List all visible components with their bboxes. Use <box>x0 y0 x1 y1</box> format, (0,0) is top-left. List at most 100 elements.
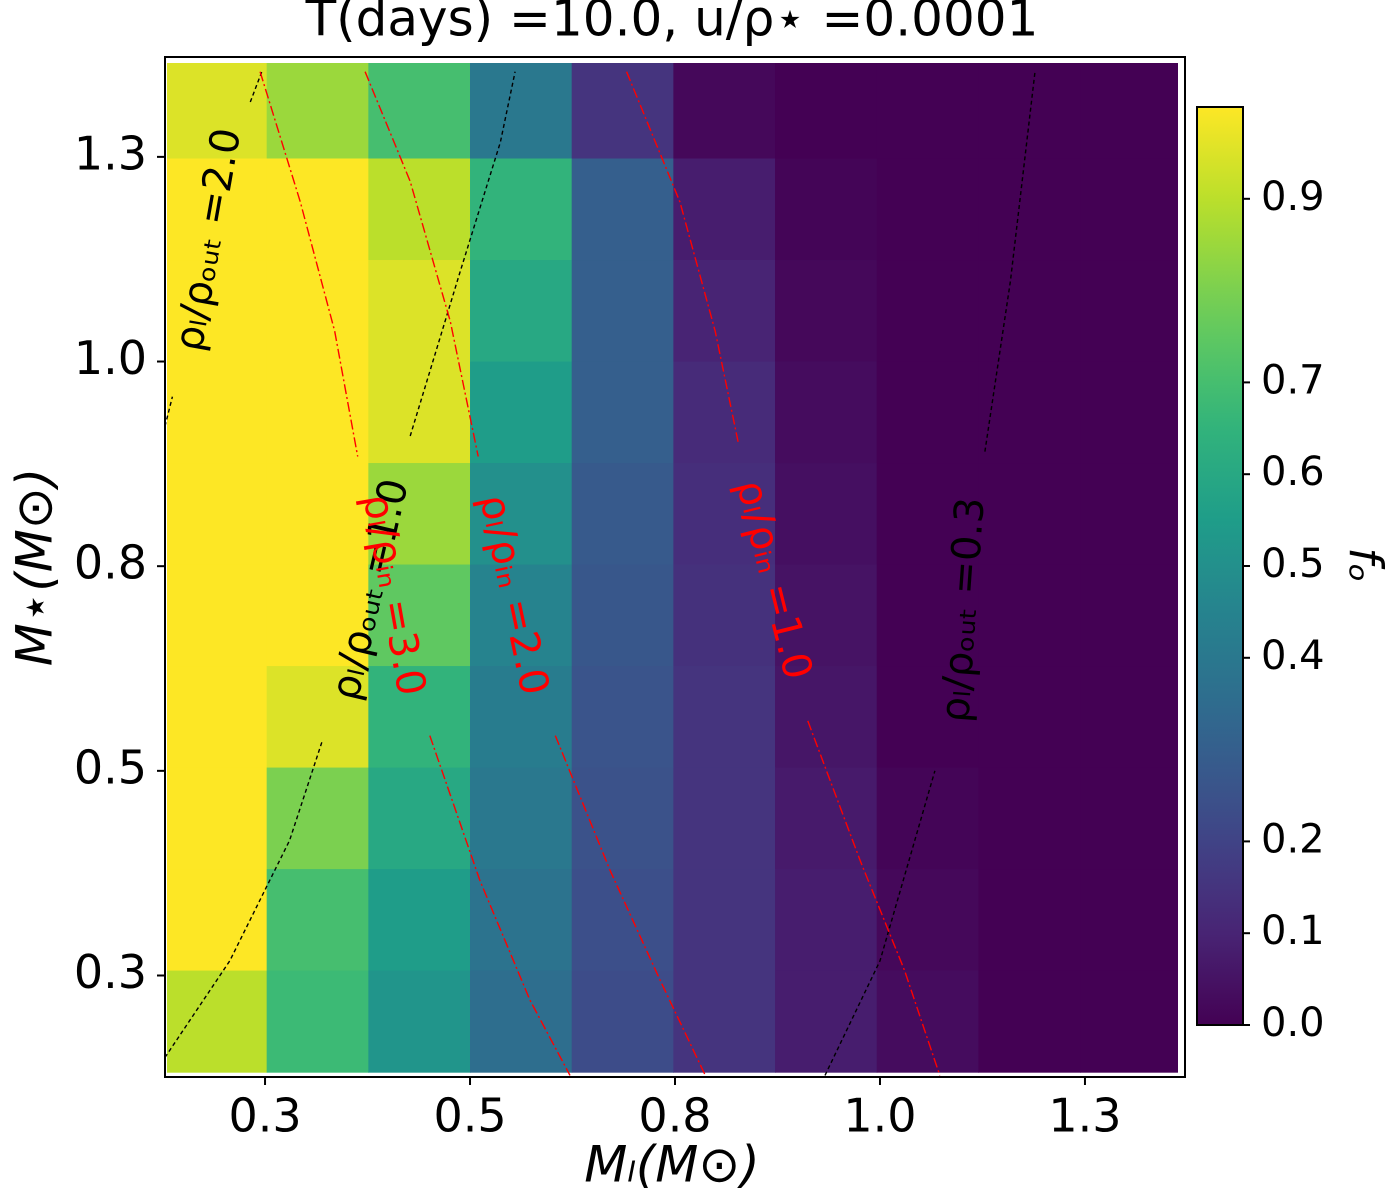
y-tick-label: 0.5 <box>74 740 147 794</box>
colorbar <box>1196 106 1244 1026</box>
heatmap-cell <box>368 158 471 261</box>
x-tick-label: 0.5 <box>433 1089 506 1143</box>
heatmap-cell <box>571 158 674 261</box>
y-tick-label: 1.0 <box>74 331 147 385</box>
heatmap-cell <box>571 260 674 363</box>
heatmap-cell <box>978 767 1081 870</box>
heatmap-cell <box>470 463 573 566</box>
contour-line <box>164 71 516 1058</box>
heatmap-cell <box>673 260 776 363</box>
heatmap-cell <box>1080 869 1178 972</box>
heatmap-cell <box>775 767 878 870</box>
heatmap-cell <box>266 63 369 160</box>
heatmap-cell <box>571 869 674 972</box>
heatmap-cell <box>266 260 369 363</box>
heatmap-cell <box>470 869 573 972</box>
heatmap-cell <box>1080 970 1178 1073</box>
x-tick-label: 1.0 <box>843 1089 916 1143</box>
contour-line <box>824 71 1036 1076</box>
heatmap-cell <box>1080 361 1178 464</box>
heatmap-cell <box>470 666 573 769</box>
heatmap-cell <box>368 970 471 1073</box>
heatmap-cell <box>775 463 878 566</box>
contour-line <box>625 71 941 1076</box>
heatmap-cell <box>571 970 674 1073</box>
colorbar-tick-label: 0.9 <box>1261 174 1325 220</box>
heatmap-cell <box>876 666 979 769</box>
heatmap-cell <box>673 869 776 972</box>
heatmap-cell <box>368 869 471 972</box>
heatmap-cell <box>978 564 1081 667</box>
heatmap-cell <box>673 63 776 160</box>
heatmap-cell <box>167 970 268 1073</box>
heatmap-cell <box>673 666 776 769</box>
heatmap-cell <box>876 158 979 261</box>
heatmap-cell <box>368 260 471 363</box>
heatmap-cell <box>368 361 471 464</box>
heatmap-cell <box>775 564 878 667</box>
heatmap-cell <box>876 63 979 160</box>
heatmap-cell <box>978 361 1081 464</box>
y-tick-label: 0.3 <box>74 945 147 999</box>
heatmap-cell <box>266 970 369 1073</box>
colorbar-tick-label: 0.5 <box>1261 541 1325 587</box>
colorbar-tick-label: 0.1 <box>1261 908 1325 954</box>
x-tick-label: 1.3 <box>1048 1089 1121 1143</box>
heatmap-cell <box>978 158 1081 261</box>
x-tick-label: 0.3 <box>228 1089 301 1143</box>
heatmap-cell <box>470 564 573 667</box>
colorbar-tick-label: 0.0 <box>1261 1000 1325 1046</box>
contour-line <box>364 71 706 1076</box>
heatmap-cell <box>876 463 979 566</box>
heatmap-cell <box>1080 666 1178 769</box>
colorbar-tick-label: 0.6 <box>1261 449 1325 495</box>
y-tick-label: 1.3 <box>74 126 147 180</box>
heatmap-cell <box>1080 767 1178 870</box>
heatmap-cell <box>775 361 878 464</box>
colorbar-tick-label: 0.2 <box>1261 816 1325 862</box>
heatmap-cell <box>673 158 776 261</box>
heatmap-cell <box>978 666 1081 769</box>
heatmap-cell <box>1080 158 1178 261</box>
contour-line <box>259 71 571 1076</box>
heatmap-cell <box>978 63 1081 160</box>
x-tick-label: 0.8 <box>638 1089 711 1143</box>
heatmap-cell <box>775 666 878 769</box>
colorbar-tick-label: 0.7 <box>1261 357 1325 403</box>
heatmap-cell <box>673 970 776 1073</box>
heatmap-cell <box>368 463 471 566</box>
heatmap-cell <box>167 260 268 363</box>
heatmap-cell <box>673 361 776 464</box>
heatmap-cell <box>167 63 268 160</box>
heatmap-cell <box>470 767 573 870</box>
heatmap-cell <box>266 564 369 667</box>
heatmap-cell <box>876 260 979 363</box>
heatmap <box>167 63 1178 1073</box>
heatmap-cell <box>571 361 674 464</box>
heatmap-cell <box>266 869 369 972</box>
heatmap-cell <box>470 260 573 363</box>
heatmap-cell <box>1080 463 1178 566</box>
heatmap-cell <box>571 666 674 769</box>
heatmap-cell <box>167 666 268 769</box>
heatmap-cell <box>1080 564 1178 667</box>
chart-title: T(days) =10.0, u/ρ⋆ =0.0001 <box>305 0 1039 48</box>
heatmap-cell <box>571 767 674 870</box>
heatmap-cell <box>470 970 573 1073</box>
heatmap-cell <box>167 158 268 261</box>
heatmap-cell <box>978 260 1081 363</box>
heatmap-cell <box>470 158 573 261</box>
heatmap-cell <box>876 564 979 667</box>
heatmap-cell <box>167 361 268 464</box>
heatmap-cell <box>876 767 979 870</box>
heatmap-cell <box>368 767 471 870</box>
heatmap-cell <box>266 666 369 769</box>
heatmap-cell <box>876 361 979 464</box>
heatmap-cell <box>470 63 573 160</box>
heatmap-cell <box>571 63 674 160</box>
heatmap-cell <box>673 564 776 667</box>
heatmap-cell <box>978 970 1081 1073</box>
heatmap-cell <box>775 63 878 160</box>
heatmap-cell <box>775 260 878 363</box>
